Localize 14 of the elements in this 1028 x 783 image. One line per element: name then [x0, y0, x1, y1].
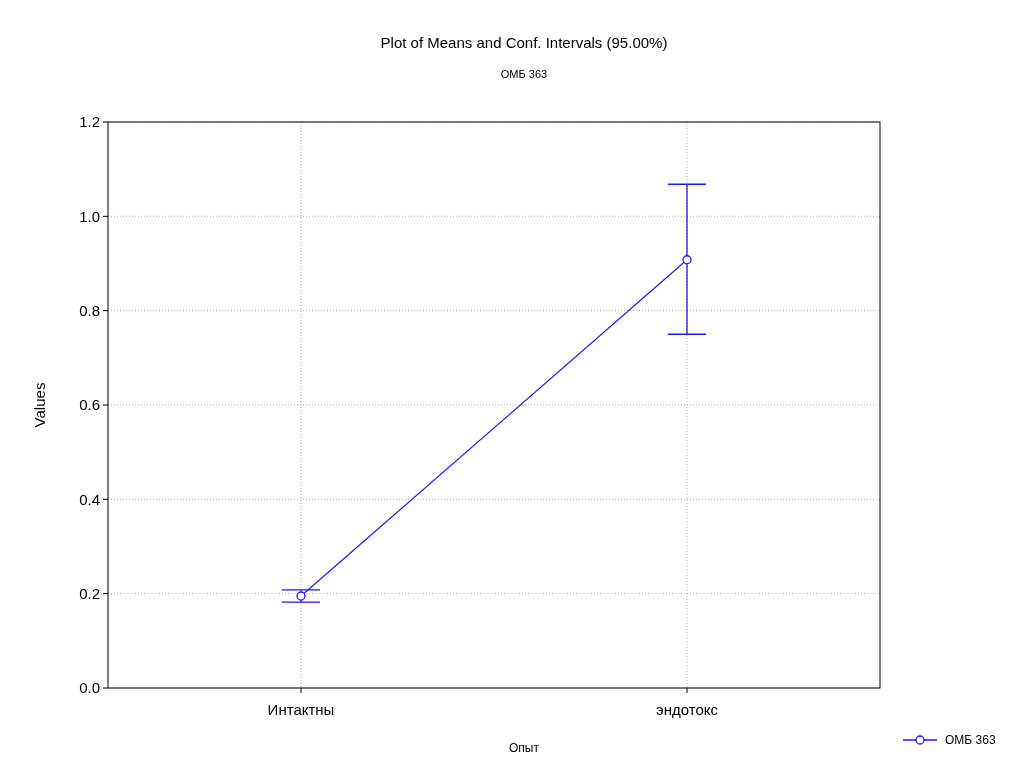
chart-subtitle: ОМБ 363 — [500, 68, 548, 80]
chart-title: Plot of Means and Conf. Intervals (95.00%) — [380, 34, 668, 51]
legend-label: ОМБ 363 — [945, 733, 996, 748]
y-tick-label: 1.2 — [79, 113, 100, 131]
x-axis-title: Опыт — [509, 741, 540, 755]
y-tick-label: 0.2 — [79, 584, 100, 602]
x-tick-label: эндотокс — [656, 701, 719, 718]
y-tick-label: 0.6 — [79, 396, 100, 414]
y-tick-label: 0.0 — [79, 679, 100, 697]
y-tick-label: 0.4 — [79, 490, 100, 508]
y-tick-label: 1.0 — [79, 207, 100, 225]
y-tick-label: 0.8 — [79, 301, 100, 319]
y-axis-title: Values — [31, 382, 48, 428]
x-tick-label: Интактны — [267, 701, 335, 718]
